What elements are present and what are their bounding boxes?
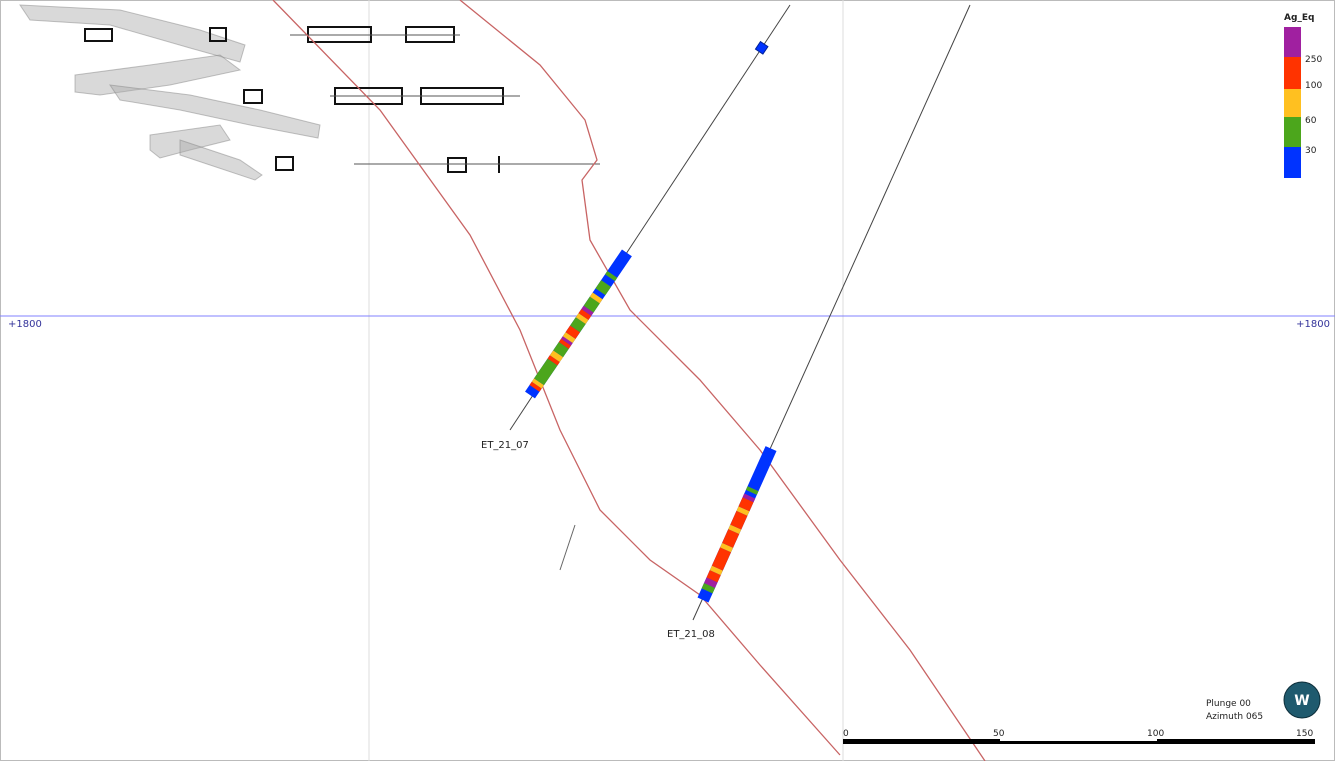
- legend-label: 30: [1305, 146, 1317, 156]
- fault-trace: [559, 524, 576, 571]
- workings: [19, 4, 321, 181]
- legend-label: 100: [1305, 81, 1322, 91]
- levels: [290, 34, 600, 165]
- legend-label: 60: [1305, 116, 1317, 126]
- logo-text: W: [1294, 693, 1309, 709]
- legend-label: 250: [1305, 55, 1322, 65]
- drillhole-assays: [697, 446, 777, 603]
- scale-label: 0: [843, 729, 849, 739]
- legend-title: Ag_Eq: [1284, 13, 1315, 23]
- logo: [1283, 681, 1321, 719]
- legend-ramp: [1284, 27, 1301, 178]
- elevation-label: +1800: [1296, 319, 1330, 330]
- scale-label: 150: [1296, 729, 1313, 739]
- plunge: Plunge 00: [1206, 699, 1251, 709]
- drillhole-label: ET_21_07: [481, 440, 529, 451]
- azimuth: Azimuth 065: [1206, 712, 1263, 722]
- elevation-label: +1800: [8, 319, 42, 330]
- assay-interval: [754, 40, 769, 55]
- scale-bar: [843, 739, 1315, 744]
- scale-label: 50: [993, 729, 1005, 739]
- drillhole-label: ET_21_08: [667, 629, 715, 640]
- drillhole-assays: [525, 249, 632, 399]
- scale-label: 100: [1147, 729, 1164, 739]
